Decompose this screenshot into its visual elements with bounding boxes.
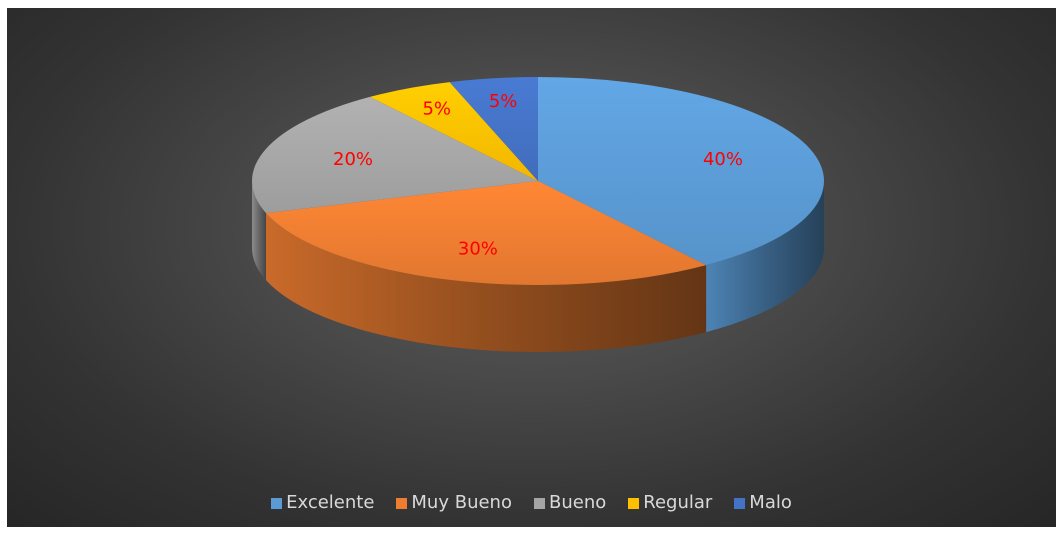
data-label-malo: 5% — [489, 91, 518, 112]
legend-label: Muy Bueno — [411, 492, 512, 513]
legend-swatch — [396, 497, 408, 509]
data-label-muy-bueno: 30% — [458, 238, 498, 259]
pie-side-excelente — [706, 181, 824, 333]
pie-slice-bueno[interactable] — [251, 96, 538, 214]
pie-slice-muy-bueno[interactable] — [266, 181, 707, 286]
legend-item-excelente[interactable]: Excelente — [271, 492, 374, 514]
legend-item-muy-bueno[interactable]: Muy Bueno — [396, 492, 512, 514]
data-label-excelente: 40% — [703, 149, 743, 170]
legend-item-malo[interactable]: Malo — [734, 492, 792, 514]
legend-label: Bueno — [548, 492, 607, 513]
legend-swatch — [271, 497, 283, 509]
pie-slice-malo[interactable] — [449, 77, 538, 181]
data-label-bueno: 20% — [333, 149, 373, 170]
data-label-regular: 5% — [422, 99, 451, 120]
chart-area: 40% 30% 20% 5% 5% Excelente Muy Bueno Bueno … — [7, 8, 1056, 527]
pie-slice-excelente[interactable] — [538, 77, 825, 266]
legend-item-bueno[interactable]: Bueno — [533, 492, 607, 514]
legend-swatch — [734, 497, 746, 509]
legend-swatch — [533, 497, 545, 509]
pie-sides — [252, 181, 824, 353]
legend-label: Excelente — [286, 492, 375, 513]
legend-label: Malo — [749, 492, 792, 513]
legend-item-regular[interactable]: Regular — [628, 492, 712, 514]
pie-slice-regular[interactable] — [369, 82, 538, 181]
legend-label: Regular — [643, 492, 713, 513]
pie-side-muy-bueno — [266, 213, 707, 353]
legend-swatch — [628, 497, 640, 509]
pie-chart: 40% 30% 20% 5% 5% — [251, 77, 825, 353]
data-labels: 40% 30% 20% 5% 5% — [333, 91, 743, 259]
pie-top — [251, 77, 825, 286]
legend: Excelente Muy Bueno Bueno Regular Malo — [7, 492, 1056, 514]
pie-side-bueno — [252, 181, 266, 281]
